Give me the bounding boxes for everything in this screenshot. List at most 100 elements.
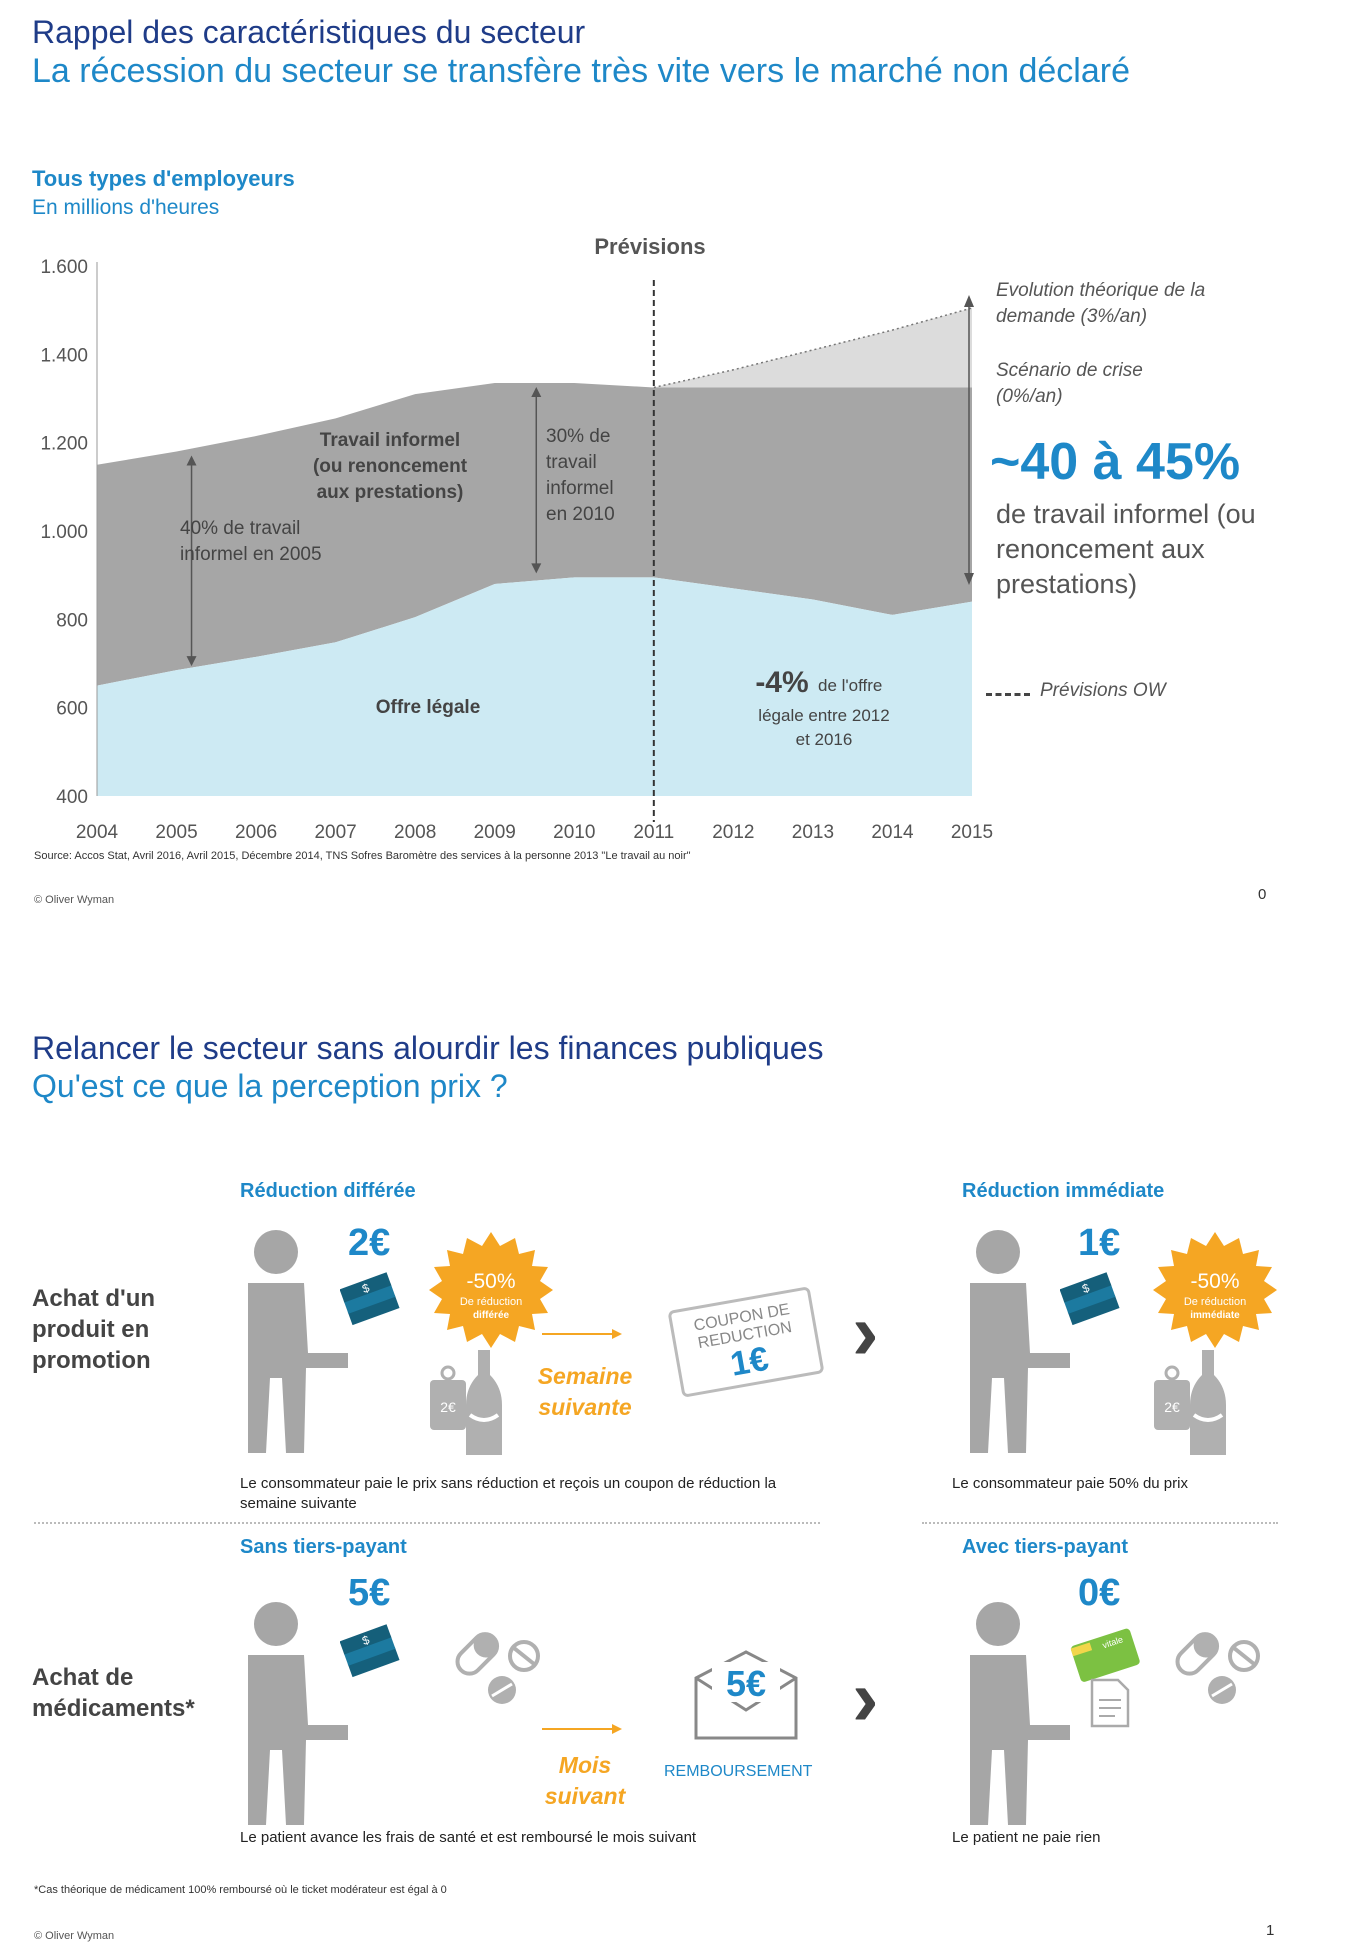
right-badge-line1: De réduction [1184, 1296, 1246, 1308]
page-number: 0 [1258, 886, 1267, 903]
annotation-2010: 30% de travail informel en 2010 [546, 426, 615, 525]
patient-person-icon [248, 1602, 348, 1825]
y-tick-label: 600 [56, 699, 88, 720]
legal-area [97, 577, 972, 796]
cash-icon-row2: $ [340, 1624, 400, 1678]
forecast-legend-swatch [986, 693, 1030, 696]
row2-orange-arrow [542, 1724, 622, 1734]
row2-delay: Mois suivant [544, 1752, 626, 1809]
y-tick-label: 400 [56, 787, 88, 808]
left-badge-pct: -50% [466, 1270, 515, 1293]
x-tick-label: 2008 [394, 822, 436, 843]
area-chart: 1.600 1.400 1.200 1.000 800 600 400 2004 2005 200… [40, 234, 993, 843]
arrow-2005-head-top [186, 455, 197, 466]
coupon-icon: COUPON DE REDUCTION 1€ [667, 1286, 825, 1398]
left-badge-line1: De réduction [460, 1296, 522, 1308]
range-arrow-icon [964, 295, 974, 585]
big-percentage-description: de travail informel (ou renoncement aux … [996, 499, 1256, 599]
x-tick-label: 2009 [474, 822, 516, 843]
arrow-2005-head-bottom [186, 656, 197, 667]
price-tag-bottle-icon-right: 2€ [1154, 1350, 1226, 1455]
x-tick-label: 2006 [235, 822, 277, 843]
slide2-title: Relancer le secteur sans alourdir les fi… [32, 1030, 824, 1066]
copyright-2: © Oliver Wyman [34, 1930, 115, 1942]
x-tick-label: 2013 [792, 822, 834, 843]
row1-orange-arrow [542, 1329, 622, 1339]
informal-area [97, 383, 972, 686]
crisis-note: Scénario de crise (0%/an) [996, 360, 1143, 407]
arrow-2010-head-bottom [531, 563, 542, 574]
minus4-desc1: de l'offre [818, 676, 882, 695]
row1-left-caption: Le consommateur paie le prix sans réduct… [240, 1475, 777, 1512]
footnote: *Cas théorique de médicament 100% rembou… [34, 1884, 447, 1896]
row1-left-header: Réduction différée [240, 1180, 416, 1202]
row2-left-header: Sans tiers-payant [240, 1536, 407, 1558]
y-tick-label: 1.200 [40, 434, 88, 455]
demand-note: Evolution théorique de la demande (3%/an… [996, 280, 1206, 327]
y-tick-label: 800 [56, 610, 88, 631]
big-percentage: ~40 à 45% [990, 433, 1241, 491]
price-tag-bottle-icon: 2€ [430, 1350, 502, 1455]
right-badge-line2: immédiate [1190, 1310, 1240, 1321]
row2-right-caption: Le patient ne paie rien [952, 1829, 1101, 1846]
row2-right-price: 0€ [1078, 1572, 1121, 1614]
y-tick-label: 1.600 [40, 257, 88, 278]
forecast-legend-label: Prévisions OW [1040, 680, 1166, 701]
row1-right-discount-badge: -50% De réduction immédiate [1153, 1232, 1277, 1348]
cash-icon: $ [340, 1272, 400, 1326]
x-tick-label: 2011 [633, 822, 674, 843]
x-tick-label: 2014 [871, 822, 914, 843]
refund-label: REMBOURSEMENT [664, 1763, 813, 1780]
cash-icon-right: $ [1060, 1272, 1120, 1326]
svg-text:$: $ [1080, 1281, 1091, 1297]
x-tick-label: 2012 [712, 822, 754, 843]
slide2-subtitle: Qu'est ce que la perception prix ? [32, 1068, 508, 1104]
svg-text:$: $ [360, 1633, 371, 1649]
row2-left-price: 5€ [348, 1572, 391, 1614]
x-tick-label: 2007 [314, 822, 356, 843]
document-icon [1090, 1678, 1130, 1728]
annotation-2005: 40% de travail informel en 2005 [180, 518, 322, 565]
chart-subtitle: En millions d'heures [32, 196, 220, 219]
row2-right-header: Avec tiers-payant [962, 1536, 1128, 1558]
copyright: © Oliver Wyman [34, 894, 115, 906]
arrow-2010-head-top [531, 387, 542, 398]
row2-label: Achat de médicaments* [32, 1664, 195, 1722]
row1-right-price: 1€ [1078, 1222, 1121, 1264]
row1-left-price: 2€ [348, 1222, 391, 1264]
right-badge-pct: -50% [1190, 1270, 1239, 1293]
slide1-subtitle: La récession du secteur se transfère trè… [32, 52, 1130, 90]
row1-right-header: Réduction immédiate [962, 1180, 1165, 1202]
pills-icon [455, 1632, 540, 1704]
envelope-icon: 5€ [694, 1650, 798, 1740]
health-card-icon: vitale [1070, 1628, 1140, 1682]
left-badge-line2: différée [473, 1310, 510, 1321]
row1-label: Achat d'un produit en promotion [32, 1285, 156, 1374]
row1-chevron-icon: › [852, 1287, 879, 1376]
row1-delay: Semaine suivante [537, 1363, 633, 1420]
patient-person-icon-right [970, 1602, 1070, 1825]
chart-title: Tous types d'employeurs [32, 166, 295, 191]
minus4-desc2: légale entre 2012 et 2016 [758, 706, 889, 749]
divider-right [922, 1522, 1278, 1524]
x-tick-label: 2004 [76, 822, 119, 843]
row1-right-caption: Le consommateur paie 50% du prix [952, 1475, 1188, 1492]
minus4-annotation: -4% [755, 666, 808, 699]
row2-left-caption: Le patient avance les frais de santé et … [240, 1829, 697, 1846]
y-tick-label: 1.400 [40, 345, 88, 366]
source-note: Source: Accos Stat, Avril 2016, Avril 20… [34, 850, 691, 862]
pills-icon-right [1175, 1632, 1260, 1704]
x-tick-label: 2015 [951, 822, 993, 843]
x-tick-label: 2010 [553, 822, 595, 843]
divider-left [34, 1522, 820, 1524]
row1-left-discount-badge: -50% De réduction différée [429, 1232, 553, 1348]
legal-annotation: Offre légale [376, 697, 481, 718]
y-tick-label: 1.000 [40, 522, 88, 543]
forecast-label: Prévisions [594, 234, 705, 259]
x-tick-label: 2005 [155, 822, 197, 843]
svg-text:$: $ [360, 1281, 371, 1297]
row2-chevron-icon: › [852, 1653, 879, 1742]
slide1-title: Rappel des caractéristiques du secteur [32, 14, 586, 50]
page-number-2: 1 [1266, 1922, 1275, 1939]
envelope-value: 5€ [726, 1663, 766, 1704]
